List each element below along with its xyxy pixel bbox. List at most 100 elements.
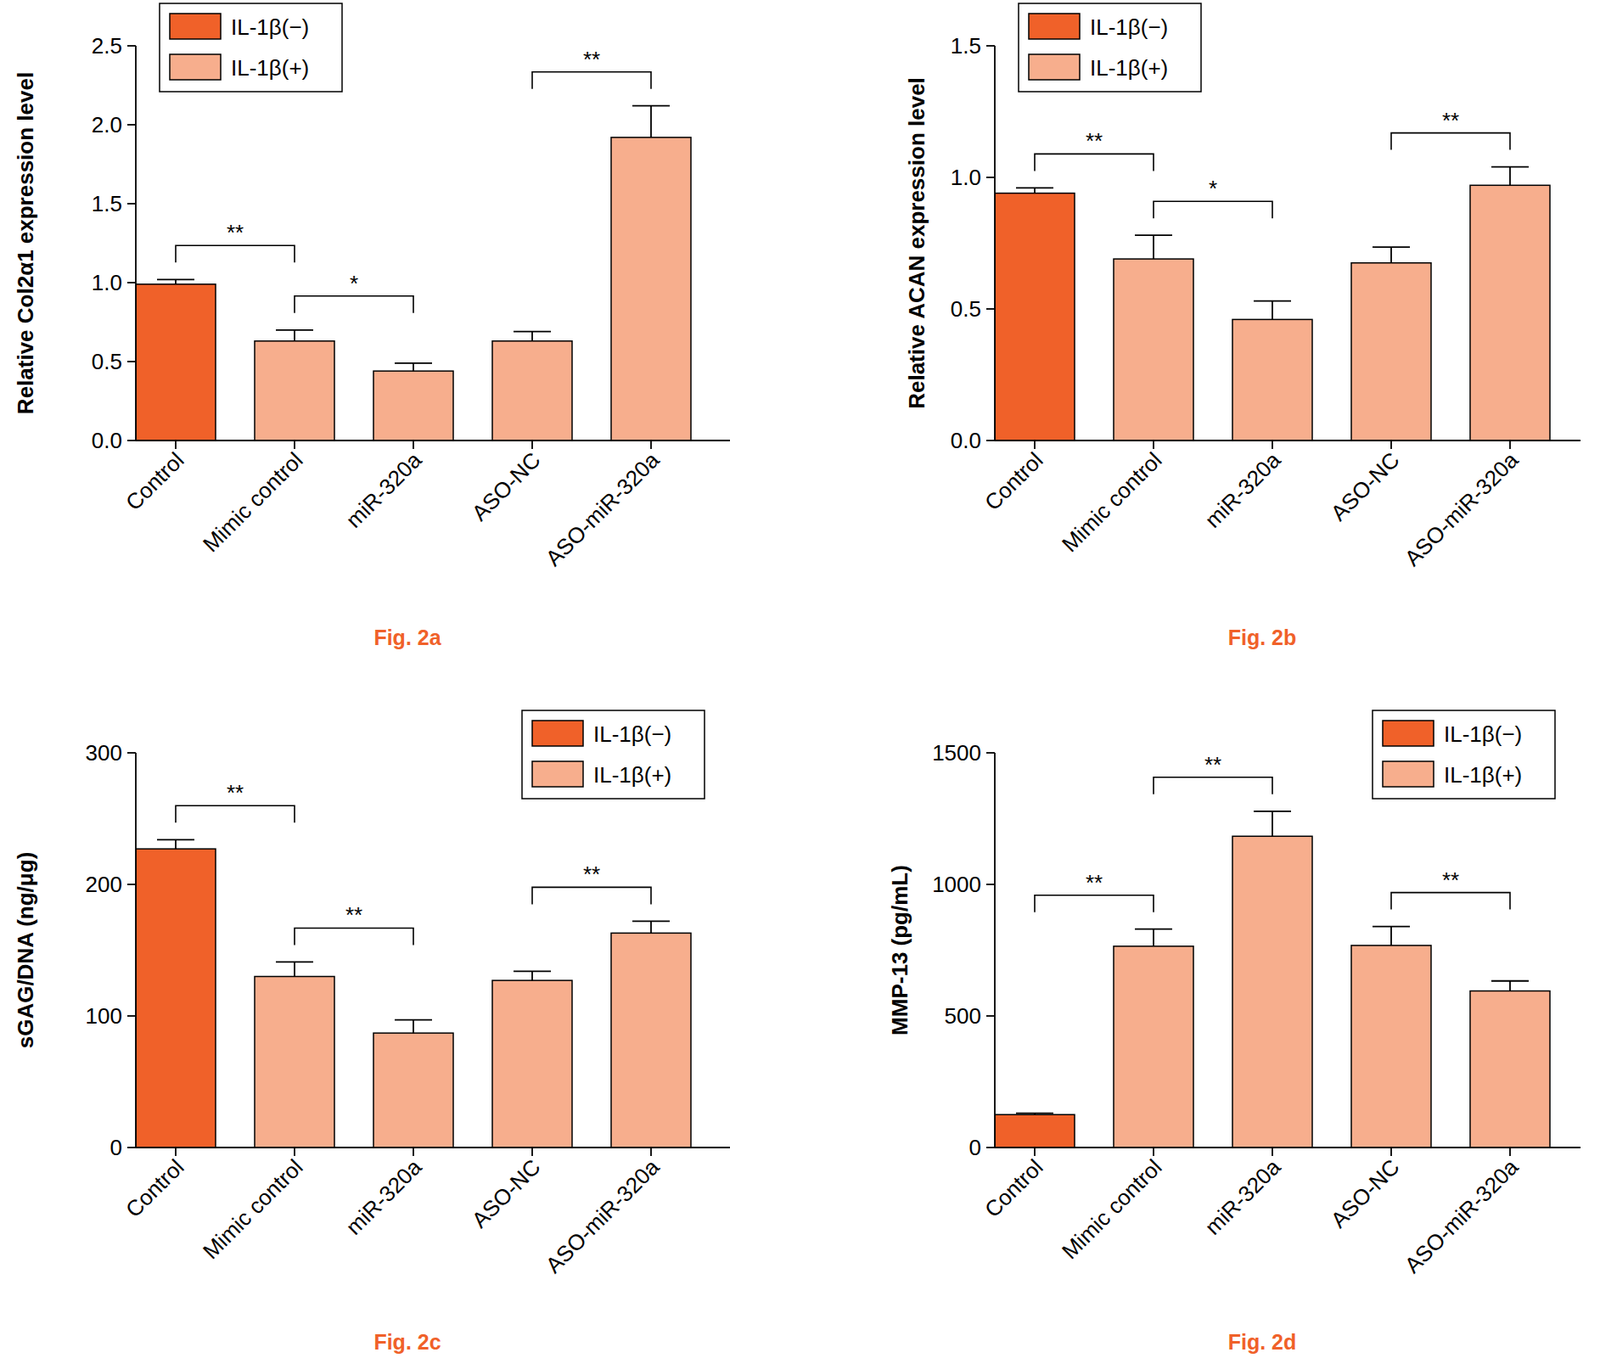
- x-tick-label: ASO-miR-320a: [1399, 446, 1524, 571]
- legend-swatch: [1028, 54, 1080, 80]
- bars: [994, 167, 1550, 441]
- bar: [135, 848, 216, 1148]
- bar: [994, 193, 1075, 441]
- x-tick-label: Control: [979, 1154, 1048, 1223]
- x-tick-label: Control: [120, 1154, 189, 1223]
- legend-swatch: [169, 54, 221, 80]
- error-cap: [275, 961, 314, 964]
- bar: [1232, 836, 1313, 1148]
- y-tick: [127, 752, 136, 754]
- y-tick: [127, 123, 136, 126]
- error-cap: [1491, 166, 1529, 169]
- legend-box: [159, 3, 343, 92]
- x-tick: [1033, 1147, 1036, 1157]
- error-bar: [1253, 811, 1292, 837]
- error-stem: [412, 363, 415, 371]
- legend-box: [522, 710, 705, 799]
- x-tick-label: Mimic control: [1056, 447, 1168, 558]
- y-tick: [986, 44, 995, 47]
- error-bar: [632, 106, 670, 138]
- bar: [373, 370, 454, 441]
- error-bar: [394, 1020, 433, 1034]
- error-cap: [275, 329, 314, 332]
- legend-label: IL-1β(−): [1443, 721, 1522, 747]
- error-cap: [1372, 246, 1410, 248]
- y-tick: [986, 752, 995, 754]
- legend-swatch: [169, 13, 221, 40]
- error-bar: [1491, 167, 1529, 186]
- legend-box: [1372, 710, 1556, 799]
- figure-caption: Fig. 2c: [373, 1330, 441, 1354]
- y-tick-label: 1000: [931, 871, 982, 898]
- significance-label: **: [1442, 107, 1460, 134]
- x-tick: [650, 440, 652, 450]
- legend-label: IL-1β(+): [1443, 762, 1522, 788]
- error-bar: [157, 279, 195, 285]
- x-tick: [531, 1147, 534, 1157]
- significance-label: **: [226, 780, 244, 806]
- significance-label: **: [345, 902, 363, 928]
- error-bar: [1016, 187, 1054, 193]
- x-tick-label: miR-320a: [1200, 1153, 1286, 1240]
- error-bar: [513, 331, 551, 342]
- figure: 0.00.51.01.52.02.5ControlMimic controlmi…: [0, 0, 1600, 1358]
- error-cap: [632, 920, 670, 923]
- significance-bracket: [294, 296, 414, 314]
- x-tick: [1033, 440, 1036, 450]
- error-stem: [1509, 981, 1511, 992]
- error-bar: [632, 920, 670, 933]
- y-axis-label: MMP-13 (pg/mL): [887, 864, 913, 1036]
- significance-label: **: [1442, 867, 1460, 893]
- legend-label: IL-1β(−): [230, 14, 309, 40]
- significance-bracket: [1391, 133, 1511, 151]
- y-tick-label: 2.0: [91, 112, 123, 138]
- error-cap: [394, 362, 433, 365]
- x-axis: [994, 1146, 1581, 1149]
- x-tick: [1390, 440, 1393, 450]
- x-axis: [135, 439, 730, 442]
- significance-bracket: [1391, 892, 1511, 910]
- y-tick-label: 1500: [931, 740, 982, 766]
- error-bar: [275, 330, 314, 342]
- x-tick-label: Control: [120, 447, 189, 516]
- error-cap: [1016, 1112, 1054, 1115]
- x-tick-label: ASO-NC: [466, 1154, 546, 1234]
- error-stem: [531, 331, 534, 342]
- x-tick: [174, 1147, 177, 1157]
- error-cap: [1491, 980, 1529, 983]
- error-stem: [293, 961, 296, 977]
- error-cap: [157, 278, 195, 281]
- bars: [135, 839, 691, 1148]
- error-stem: [1152, 235, 1155, 259]
- significance-bracket: [1034, 153, 1154, 171]
- x-tick: [412, 440, 415, 450]
- error-cap: [1016, 186, 1054, 189]
- error-bar: [394, 363, 433, 371]
- error-cap: [157, 838, 195, 841]
- error-stem: [1390, 926, 1393, 946]
- y-tick-label: 0.5: [950, 296, 982, 322]
- chart-panel: 050010001500ControlMimic controlmiR-320a…: [887, 710, 1581, 1354]
- bar: [492, 980, 573, 1148]
- significance-label: **: [1085, 128, 1103, 154]
- y-tick-label: 0.5: [91, 348, 123, 375]
- bars: [994, 811, 1550, 1148]
- y-tick: [986, 439, 995, 442]
- x-tick: [531, 440, 534, 450]
- x-tick: [293, 440, 296, 450]
- y-tick-label: 200: [85, 871, 123, 898]
- x-tick: [1390, 1147, 1393, 1157]
- bar: [1470, 991, 1550, 1148]
- y-tick-label: 0.0: [950, 427, 982, 454]
- bar: [492, 341, 573, 441]
- y-tick: [127, 1015, 136, 1017]
- x-tick-label: Mimic control: [197, 447, 308, 558]
- y-tick-label: 0.0: [91, 427, 123, 454]
- legend: IL-1β(−)IL-1β(+): [1018, 3, 1202, 92]
- error-bar: [275, 961, 314, 977]
- error-stem: [650, 106, 652, 138]
- x-tick-label: Mimic control: [1056, 1154, 1168, 1264]
- y-axis: [993, 752, 996, 1148]
- error-stem: [650, 920, 652, 933]
- y-tick-label: 0: [110, 1134, 123, 1161]
